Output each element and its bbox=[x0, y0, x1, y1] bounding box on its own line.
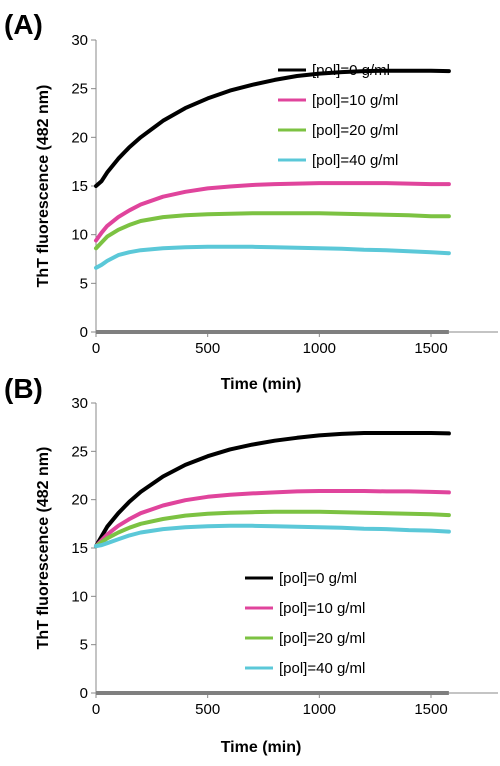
series-line-a-3 bbox=[96, 247, 449, 268]
y-tick-label-b: 10 bbox=[71, 588, 88, 605]
x-tick-label-b: 500 bbox=[195, 701, 220, 718]
legend-label-b-3: [pol]=40 g/ml bbox=[279, 660, 365, 677]
y-tick-label-a: 0 bbox=[80, 324, 88, 341]
panel-label-a: (A) bbox=[4, 9, 43, 40]
legend-label-a-2: [pol]=20 g/ml bbox=[312, 122, 398, 139]
y-tick-label-b: 5 bbox=[80, 637, 88, 654]
y-axis-title-a: ThT fluorescence (482 nm) bbox=[35, 85, 52, 288]
x-tick-label-a: 1000 bbox=[303, 340, 336, 357]
y-tick-label-a: 20 bbox=[71, 129, 88, 146]
x-tick-label-a: 0 bbox=[92, 340, 100, 357]
legend-label-b-2: [pol]=20 g/ml bbox=[279, 630, 365, 647]
y-tick-label-b: 0 bbox=[80, 685, 88, 702]
legend-label-b-0: [pol]=0 g/ml bbox=[279, 570, 357, 587]
y-tick-label-a: 30 bbox=[71, 32, 88, 49]
y-tick-label-a: 25 bbox=[71, 81, 88, 98]
y-tick-label-b: 15 bbox=[71, 540, 88, 557]
panel-label-b: (B) bbox=[4, 373, 43, 404]
x-tick-label-a: 500 bbox=[195, 340, 220, 357]
y-axis-title-b: ThT fluorescence (482 nm) bbox=[35, 447, 52, 650]
y-tick-label-a: 10 bbox=[71, 227, 88, 244]
x-tick-label-a: 1500 bbox=[414, 340, 447, 357]
series-line-a-2 bbox=[96, 213, 449, 248]
series-line-b-3 bbox=[96, 526, 449, 546]
y-tick-label-b: 20 bbox=[71, 492, 88, 509]
y-tick-label-a: 15 bbox=[71, 178, 88, 195]
chart-panel-a: (A) ThT fluorescence (482 nm) Time (min)… bbox=[4, 9, 498, 393]
y-tick-label-b: 25 bbox=[71, 443, 88, 460]
x-tick-label-b: 0 bbox=[92, 701, 100, 718]
legend-label-a-3: [pol]=40 g/ml bbox=[312, 152, 398, 169]
x-axis-title-a: Time (min) bbox=[221, 376, 302, 393]
x-tick-label-b: 1000 bbox=[303, 701, 336, 718]
y-tick-label-b: 30 bbox=[71, 395, 88, 412]
legend-label-a-1: [pol]=10 g/ml bbox=[312, 92, 398, 109]
series-line-b-1 bbox=[96, 491, 449, 546]
y-tick-label-a: 5 bbox=[80, 275, 88, 292]
legend-label-b-1: [pol]=10 g/ml bbox=[279, 600, 365, 617]
x-axis-title-b: Time (min) bbox=[221, 739, 302, 756]
x-tick-label-b: 1500 bbox=[414, 701, 447, 718]
chart-panel-b: (B) ThT fluorescence (482 nm) Time (min)… bbox=[4, 373, 498, 756]
legend-label-a-0: [pol]=0 g/ml bbox=[312, 62, 390, 79]
